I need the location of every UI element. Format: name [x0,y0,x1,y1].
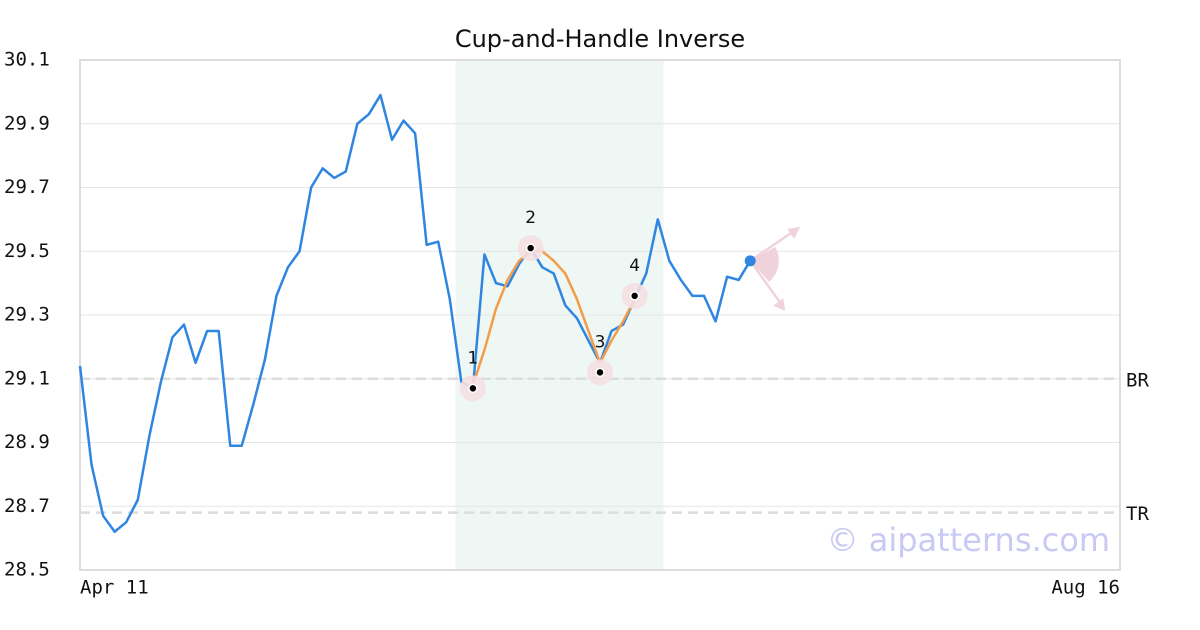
series-line [471,250,636,386]
arrow-head [787,226,801,239]
pattern-point [629,291,640,301]
pattern-point [595,367,605,378]
x-tick-label: Aug 16 [1051,577,1120,599]
x-tick-label: Apr 11 [80,577,149,599]
plot-frame [79,59,1121,571]
y-tick-label: 28.7 [4,495,50,517]
pattern-label: 1 [467,348,478,368]
chart-title: Cup-and-Handle Inverse [455,25,745,53]
forecast-arrow [749,260,785,308]
y-tick-label: 28.9 [4,431,50,453]
pattern-label: 2 [525,208,536,228]
pattern-label: 4 [629,256,640,276]
y-tick-label: 29.5 [4,240,50,262]
forecast-wedge [750,246,779,282]
watermark: © aipatterns.com [827,521,1110,559]
last-point [744,255,756,267]
pattern-point [525,243,536,253]
y-tick-label: 28.5 [4,559,50,581]
y-tick-label: 30.1 [4,49,50,71]
pattern-label: 3 [595,332,606,352]
arrow-head [773,297,786,311]
y-tick-label: 29.1 [4,367,50,389]
y-tick-label: 29.9 [4,112,50,134]
y-tick-label: 29.3 [4,304,50,326]
y-tick-label: 29.7 [4,176,50,198]
pattern-point [468,383,478,394]
forecast-arrow [749,227,798,262]
reference-label: BR [1126,369,1149,391]
reference-label: TR [1126,503,1149,525]
